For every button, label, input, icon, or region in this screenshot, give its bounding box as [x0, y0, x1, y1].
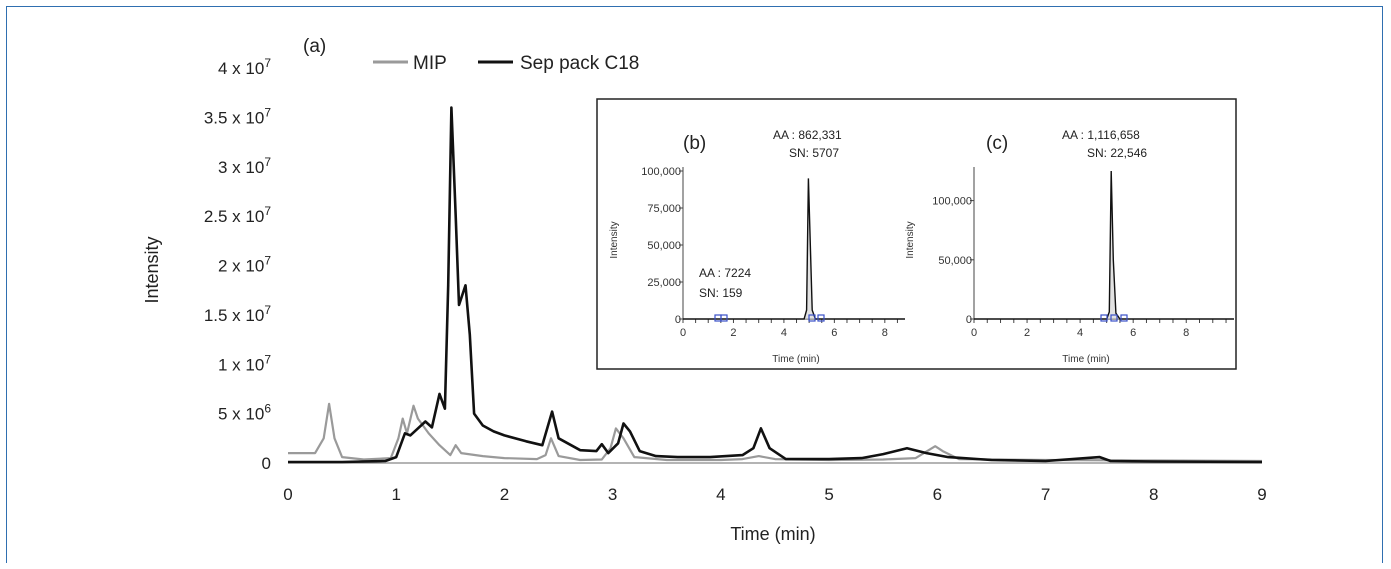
x-tick-label: 6: [933, 485, 942, 504]
inset-b-y-tick-label: 100,000: [641, 166, 681, 178]
inset-c-x-tick-label: 4: [1077, 327, 1083, 339]
inset-c-x-tick-label: 8: [1183, 327, 1189, 339]
legend-label-mip: MIP: [413, 53, 447, 74]
y-tick-label: 2 x 107: [218, 254, 271, 276]
inset-c-integration-marker: [1100, 314, 1108, 322]
inset-frame: [596, 98, 1237, 370]
inset-b-x-tick-label: 4: [781, 327, 787, 339]
inset-c-annotation-aa: AA : 1,116,658: [1062, 128, 1140, 142]
inset-b-integration-marker: [808, 314, 816, 322]
main-chromatogram: 0 1 2 3 4 5 6 7 8 9 0 5 x 106 1 x 107 1.5 x 107 2 x 1…: [142, 36, 1267, 544]
y-axis-label: Intensity: [142, 236, 162, 303]
y-tick-label: 3 x 107: [218, 155, 271, 177]
x-tick-label: 2: [500, 485, 509, 504]
y-tick-label: 0: [262, 454, 271, 473]
inset-b-integration-marker: [720, 314, 728, 322]
panel-label-b: (b): [683, 133, 706, 154]
inset-b-annotation-main-sn: SN: 5707: [789, 146, 839, 160]
inset-c-x-tick-label: 2: [1024, 327, 1030, 339]
inset-b-x-tick-label: 6: [831, 327, 837, 339]
inset-b-annotation-main-aa: AA : 862,331: [773, 128, 842, 142]
inset-c-annotation-sn: SN: 22,546: [1087, 146, 1147, 160]
x-axis-label: Time (min): [730, 524, 815, 544]
y-tick-label: 4 x 107: [218, 56, 271, 78]
inset-c-x-axis-label: Time (min): [1062, 354, 1109, 365]
inset-b-y-axis-label: Intensity: [609, 221, 620, 258]
inset-b-y-tick-label: 0: [675, 314, 681, 326]
y-tick-label: 1.5 x 107: [204, 303, 272, 325]
inset-b-x-tick-label: 0: [680, 327, 686, 339]
y-tick-label: 5 x 106: [218, 402, 271, 424]
inset-c-chart: (c) Intensity Time (min) AA : 1,116,658 …: [905, 128, 1234, 365]
inset-b-annotation-small-aa: AA : 7224: [699, 266, 751, 280]
y-tick-label: 1 x 107: [218, 352, 271, 374]
inset-b-y-tick-label: 75,000: [647, 203, 681, 215]
x-tick-label: 0: [283, 485, 292, 504]
inset-c-y-tick-label: 100,000: [932, 196, 972, 208]
x-tick-label: 8: [1149, 485, 1158, 504]
inset-b-chart: (b) Intensity Time (min) AA : 862,331 SN…: [609, 128, 905, 365]
inset-c-integration-marker: [1120, 314, 1128, 322]
x-tick-label: 1: [391, 485, 400, 504]
y-tick-label: 3.5 x 107: [204, 105, 272, 127]
inset-c-y-axis-label: Intensity: [905, 221, 916, 258]
inset-c-x-tick-label: 6: [1130, 327, 1136, 339]
x-tick-label: 4: [716, 485, 725, 504]
inset-c-y-tick-label: 50,000: [938, 255, 972, 267]
inset-b-y-tick-label: 25,000: [647, 277, 681, 289]
inset-c-integration-marker: [1110, 314, 1118, 322]
inset-b-integration-marker: [817, 314, 825, 322]
inset-b-y-tick-label: 50,000: [647, 240, 681, 252]
figure-frame: [6, 6, 1383, 563]
panel-label-c: (c): [986, 133, 1008, 154]
x-tick-label: 3: [608, 485, 617, 504]
panel-label-a: (a): [303, 36, 326, 57]
y-tick-label: 2.5 x 107: [204, 204, 272, 226]
x-tick-label: 7: [1041, 485, 1050, 504]
legend-label-sep-pack: Sep pack C18: [520, 53, 639, 74]
inset-c-x-tick-label: 0: [971, 327, 977, 339]
series-line-mip: [288, 402, 1263, 463]
inset-b-annotation-small-sn: SN: 159: [699, 286, 743, 300]
inset-b-x-tick-label: 2: [730, 327, 736, 339]
series-line-sep-pack-c18: [288, 106, 1263, 464]
inset-b-x-tick-label: 8: [882, 327, 888, 339]
inset-c-y-tick-label: 0: [966, 314, 972, 326]
x-tick-label: 9: [1257, 485, 1266, 504]
inset-b-x-axis-label: Time (min): [772, 354, 819, 365]
x-tick-label: 5: [824, 485, 833, 504]
